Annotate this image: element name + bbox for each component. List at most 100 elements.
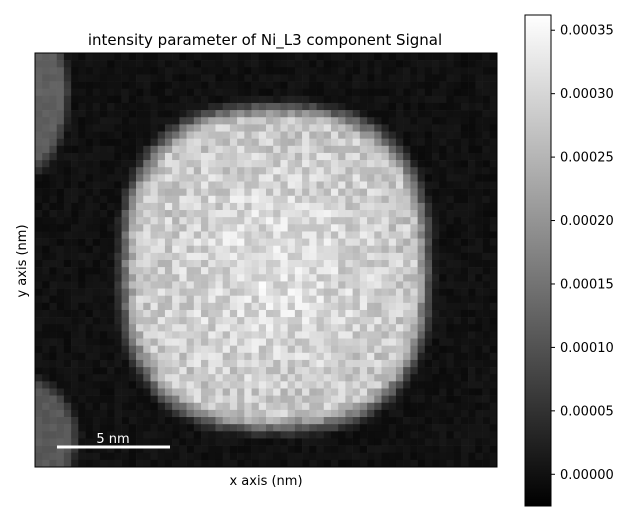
heatmap-cell xyxy=(222,295,231,304)
heatmap-cell xyxy=(439,53,447,61)
heatmap-cell xyxy=(258,409,267,418)
heatmap-cell xyxy=(417,338,426,346)
heatmap-cell xyxy=(280,445,288,454)
heatmap-cell xyxy=(489,181,498,189)
heatmap-cell xyxy=(128,88,137,97)
heatmap-cell xyxy=(237,359,245,368)
heatmap-cell xyxy=(121,195,130,204)
heatmap-cell xyxy=(63,309,72,318)
heatmap-cell xyxy=(71,374,79,382)
heatmap-cell xyxy=(273,331,281,339)
heatmap-cell xyxy=(128,245,137,254)
heatmap-cell xyxy=(78,195,86,204)
heatmap-cell xyxy=(338,167,346,175)
heatmap-cell xyxy=(432,231,440,239)
heatmap-cell xyxy=(367,110,375,118)
heatmap-cell xyxy=(136,374,144,382)
heatmap-cell xyxy=(107,138,115,147)
heatmap-cell xyxy=(294,324,303,332)
heatmap-cell xyxy=(244,452,252,461)
heatmap-cell xyxy=(424,60,433,68)
heatmap-cell xyxy=(78,395,86,404)
heatmap-cell xyxy=(330,217,339,225)
heatmap-cell xyxy=(63,231,72,239)
heatmap-cell xyxy=(388,288,397,296)
heatmap-cell xyxy=(244,224,252,232)
heatmap-cell xyxy=(388,452,397,461)
heatmap-cell xyxy=(475,195,483,204)
heatmap-cell xyxy=(266,138,274,147)
heatmap-cell xyxy=(294,95,303,104)
heatmap-cell xyxy=(417,281,426,289)
heatmap-cell xyxy=(201,202,209,211)
heatmap-cell xyxy=(63,224,72,232)
heatmap-cell xyxy=(71,452,79,461)
heatmap-cell xyxy=(237,167,245,175)
heatmap-cell xyxy=(367,359,375,368)
heatmap-cell xyxy=(121,359,130,368)
heatmap-cell xyxy=(432,417,440,425)
heatmap-cell xyxy=(482,217,491,225)
colorbar-tick-label: 0.00025 xyxy=(560,151,614,166)
heatmap-cell xyxy=(92,367,101,375)
heatmap-cell xyxy=(99,124,108,132)
heatmap-cell xyxy=(352,324,361,332)
heatmap-cell xyxy=(352,374,361,382)
heatmap-cell xyxy=(352,295,361,304)
heatmap-cell xyxy=(374,181,382,189)
heatmap-cell xyxy=(201,431,209,439)
heatmap-cell xyxy=(489,345,498,354)
heatmap-cell xyxy=(316,281,325,289)
heatmap-cell xyxy=(309,438,317,446)
heatmap-cell xyxy=(374,231,382,239)
heatmap-cell xyxy=(244,145,252,154)
heatmap-cell xyxy=(374,217,382,225)
heatmap-cell xyxy=(237,181,245,189)
heatmap-cell xyxy=(244,110,252,118)
heatmap-cell xyxy=(460,438,469,446)
heatmap-cell xyxy=(172,352,180,361)
heatmap-cell xyxy=(352,338,361,346)
heatmap-cell xyxy=(99,345,108,354)
heatmap-cell xyxy=(367,74,375,82)
heatmap-cell xyxy=(439,210,447,218)
heatmap-cell xyxy=(35,424,43,432)
heatmap-cell xyxy=(179,160,187,168)
heatmap-cell xyxy=(229,238,238,247)
heatmap-cell xyxy=(489,374,498,382)
heatmap-cell xyxy=(229,417,238,425)
heatmap-cell xyxy=(85,181,94,189)
heatmap-cell xyxy=(330,60,339,68)
heatmap-cell xyxy=(316,217,325,225)
heatmap-cell xyxy=(114,452,122,461)
heatmap-cell xyxy=(186,60,195,68)
heatmap-cell xyxy=(172,245,180,254)
heatmap-cell xyxy=(359,138,368,147)
heatmap-cell xyxy=(345,160,353,168)
heatmap-cell xyxy=(482,452,491,461)
heatmap-cell xyxy=(381,81,390,89)
heatmap-cell xyxy=(150,309,159,318)
heatmap-cell xyxy=(179,67,187,75)
heatmap-cell xyxy=(136,124,144,132)
heatmap-cell xyxy=(367,217,375,225)
heatmap-cell xyxy=(294,74,303,82)
heatmap-cell xyxy=(157,417,166,425)
heatmap-cell xyxy=(468,288,476,296)
heatmap-cell xyxy=(475,167,483,175)
heatmap-cell xyxy=(42,402,50,411)
heatmap-cell xyxy=(338,459,346,468)
heatmap-cell xyxy=(157,145,166,154)
heatmap-cell xyxy=(143,331,151,339)
heatmap-cell xyxy=(35,95,43,104)
heatmap-cell xyxy=(489,131,498,139)
heatmap-cell xyxy=(121,181,130,189)
heatmap-cell xyxy=(186,217,195,225)
heatmap-cell xyxy=(229,210,238,218)
heatmap-cell xyxy=(352,402,361,411)
heatmap-cell xyxy=(63,324,72,332)
heatmap-cell xyxy=(143,152,151,161)
heatmap-cell xyxy=(143,167,151,175)
heatmap-cell xyxy=(251,288,260,296)
heatmap-cell xyxy=(222,160,231,168)
